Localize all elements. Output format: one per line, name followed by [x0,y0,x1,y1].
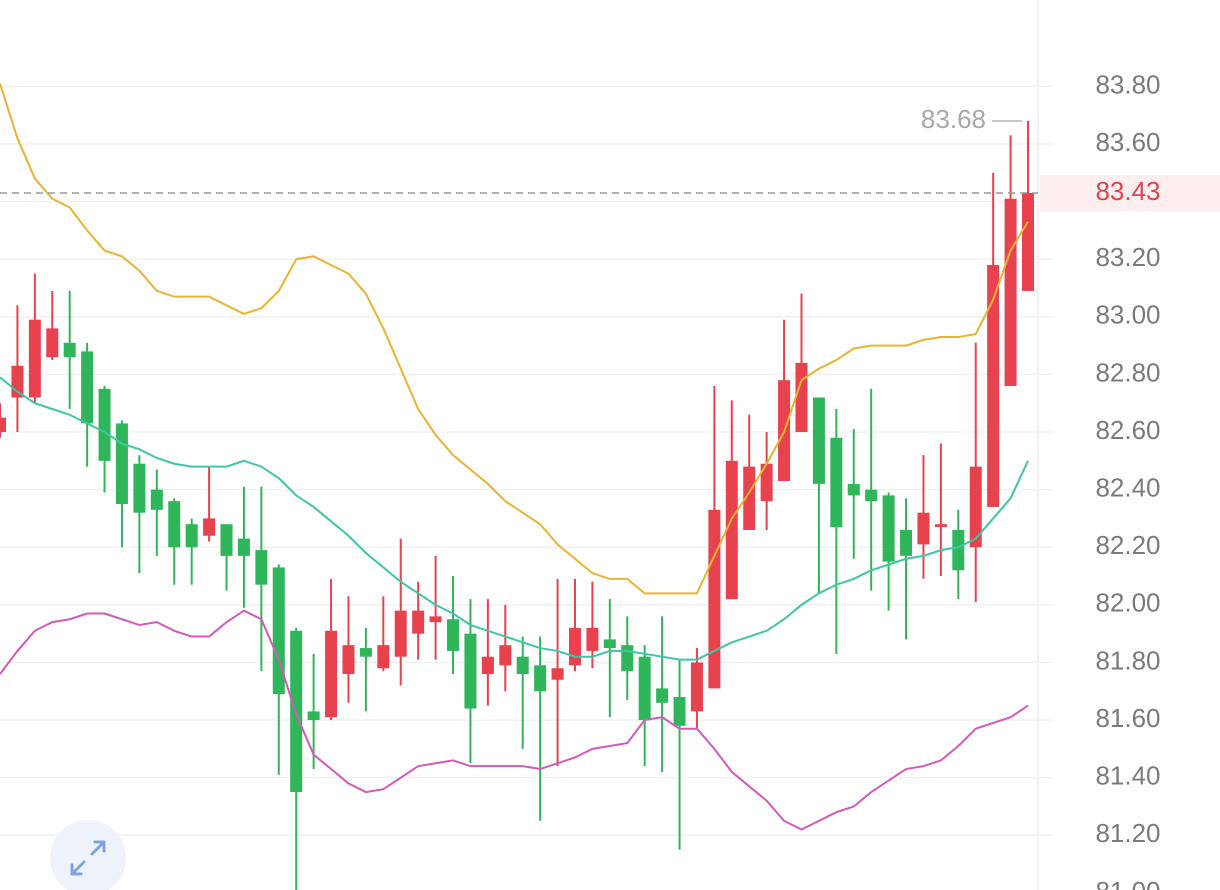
candle-body [46,328,59,358]
candle-body [743,466,756,530]
candle-body [690,662,703,712]
candle-body [481,656,494,674]
candle-body [447,619,460,651]
y-tick-label: 83.00 [1095,300,1160,330]
candle-body [621,645,634,672]
candle-body [342,645,355,674]
candle-body [220,524,233,556]
y-tick-label: 81.80 [1095,645,1160,675]
candle-body [638,656,651,721]
y-tick-label: 82.40 [1095,473,1160,503]
last-price-label: 83.43 [1095,176,1160,206]
candle-body [847,483,860,496]
y-tick-label: 81.20 [1095,818,1160,848]
candle-body [203,518,216,536]
candle-body [28,319,41,398]
indicator-line [0,83,1029,595]
plot [0,83,1034,890]
expand-bg[interactable] [50,820,126,890]
candle-body [133,463,146,513]
candle-body [1022,192,1034,291]
candle-body [98,388,111,461]
candle-body [656,688,669,703]
y-tick-label: 82.00 [1095,588,1160,618]
y-tick-label: 83.20 [1095,242,1160,272]
candle-body [63,342,76,358]
overlay: 83.43 83.68 [0,104,1220,211]
candle-body [377,645,390,669]
candle-body [812,397,825,484]
expand-button[interactable] [50,820,126,890]
candle-body [917,512,930,545]
y-tick-label: 82.80 [1095,357,1160,387]
candle-body [603,639,616,649]
candle-body [795,362,808,433]
candle-body [725,460,738,600]
candle-body [325,630,338,718]
indicator-line [0,609,1029,831]
y-tick-label: 81.00 [1095,876,1160,890]
candle-body [237,538,250,556]
candle-body [429,616,442,623]
candle-body [586,627,599,651]
last-price-bg [1040,174,1220,211]
candle-body [412,610,425,634]
indicator-line [0,376,1029,661]
candle-body [882,495,895,562]
candle-body [1004,198,1017,386]
candle-body [464,633,477,709]
candle-body [551,668,564,680]
candle-body [307,711,320,721]
candle-body [168,501,181,548]
high-marker-label: 83.68 [921,104,986,134]
y-tick-label: 82.20 [1095,530,1160,560]
candle-body [830,437,843,528]
candle-body [987,264,1000,507]
y-tick-label: 81.40 [1095,761,1160,791]
y-tick-label: 81.60 [1095,703,1160,733]
candle-body [969,466,982,548]
candle-body [150,489,163,510]
candle-body [534,665,547,692]
candle-body [708,509,721,689]
candle-body [81,351,94,424]
candle-body [272,567,285,695]
candle-body [865,489,878,502]
candle-body [359,648,372,657]
candle-body [115,423,128,505]
candle-body [185,524,198,548]
candle-body [516,656,529,674]
candle-body [952,529,965,571]
y-tick-label: 82.60 [1095,415,1160,445]
candle-body [760,463,773,502]
y-tick-label: 83.80 [1095,69,1160,99]
candle-body [255,550,268,585]
y-tick-label: 83.60 [1095,127,1160,157]
expand-icon[interactable] [70,840,106,876]
candle-body [934,524,947,528]
candle-body [673,697,686,726]
candle-body [394,610,407,657]
candle-body [0,417,6,433]
candle-body [568,627,581,666]
candle-body [900,529,913,556]
candle-body [499,645,512,666]
